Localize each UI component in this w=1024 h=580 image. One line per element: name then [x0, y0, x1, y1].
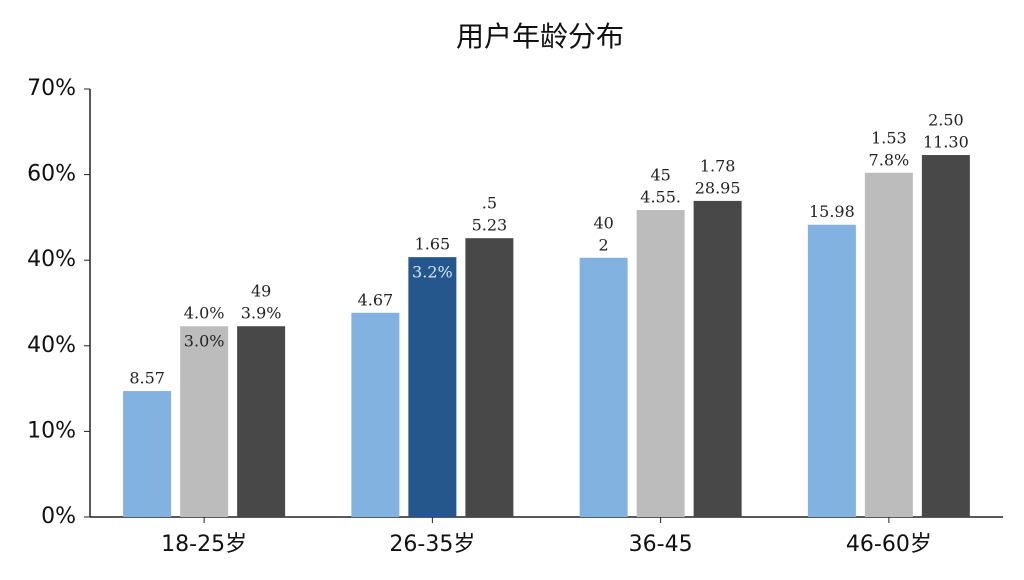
value-label: 1.53: [871, 128, 907, 147]
bar: [180, 326, 229, 517]
y-tick-label: 0%: [41, 504, 76, 529]
value-label: 4.55.: [640, 188, 681, 207]
value-label: 45: [650, 166, 670, 185]
value-label: 2.50: [928, 111, 964, 130]
bar: [408, 257, 457, 517]
y-tick-label: 10%: [27, 418, 76, 443]
value-label: 8.57: [129, 369, 165, 388]
chart-title: 用户年龄分布: [456, 20, 624, 53]
value-label: 3.9%: [241, 304, 282, 323]
value-label: 40: [593, 213, 613, 232]
y-tick-label: 40%: [27, 247, 76, 272]
x-tick-label: 18-25岁: [161, 532, 247, 557]
value-label: 1.65: [415, 235, 451, 254]
value-label: .5: [482, 194, 497, 213]
y-tick-label: 40%: [27, 333, 76, 358]
bar: [123, 391, 172, 517]
bar: [693, 200, 742, 518]
value-label: 5.23: [472, 216, 508, 235]
value-label: 15.98: [809, 202, 855, 221]
value-label: 2: [599, 235, 609, 254]
value-label: 1.78: [700, 156, 736, 175]
bar: [579, 257, 628, 517]
y-tick-label: 60%: [27, 162, 76, 187]
value-label: 49: [251, 282, 271, 301]
y-tick-label: 70%: [27, 76, 76, 101]
bar: [237, 326, 286, 517]
value-label: 11.30: [923, 133, 969, 152]
bar: [465, 238, 514, 517]
x-tick-label: 26-35岁: [389, 532, 475, 557]
x-tick-label: 46-60岁: [846, 532, 932, 557]
inside-label: 3.2%: [412, 263, 453, 282]
value-label: 28.95: [695, 178, 741, 197]
value-label: 7.8%: [869, 150, 910, 169]
bar: [864, 172, 913, 517]
value-label: 4.0%: [184, 304, 225, 323]
bar: [636, 210, 685, 517]
inside-label: 3.0%: [184, 332, 225, 351]
x-tick-label: 36-45: [629, 532, 693, 557]
bar: [807, 224, 856, 518]
bar: [351, 312, 400, 517]
value-label: 4.67: [358, 290, 394, 309]
bar: [921, 155, 970, 517]
